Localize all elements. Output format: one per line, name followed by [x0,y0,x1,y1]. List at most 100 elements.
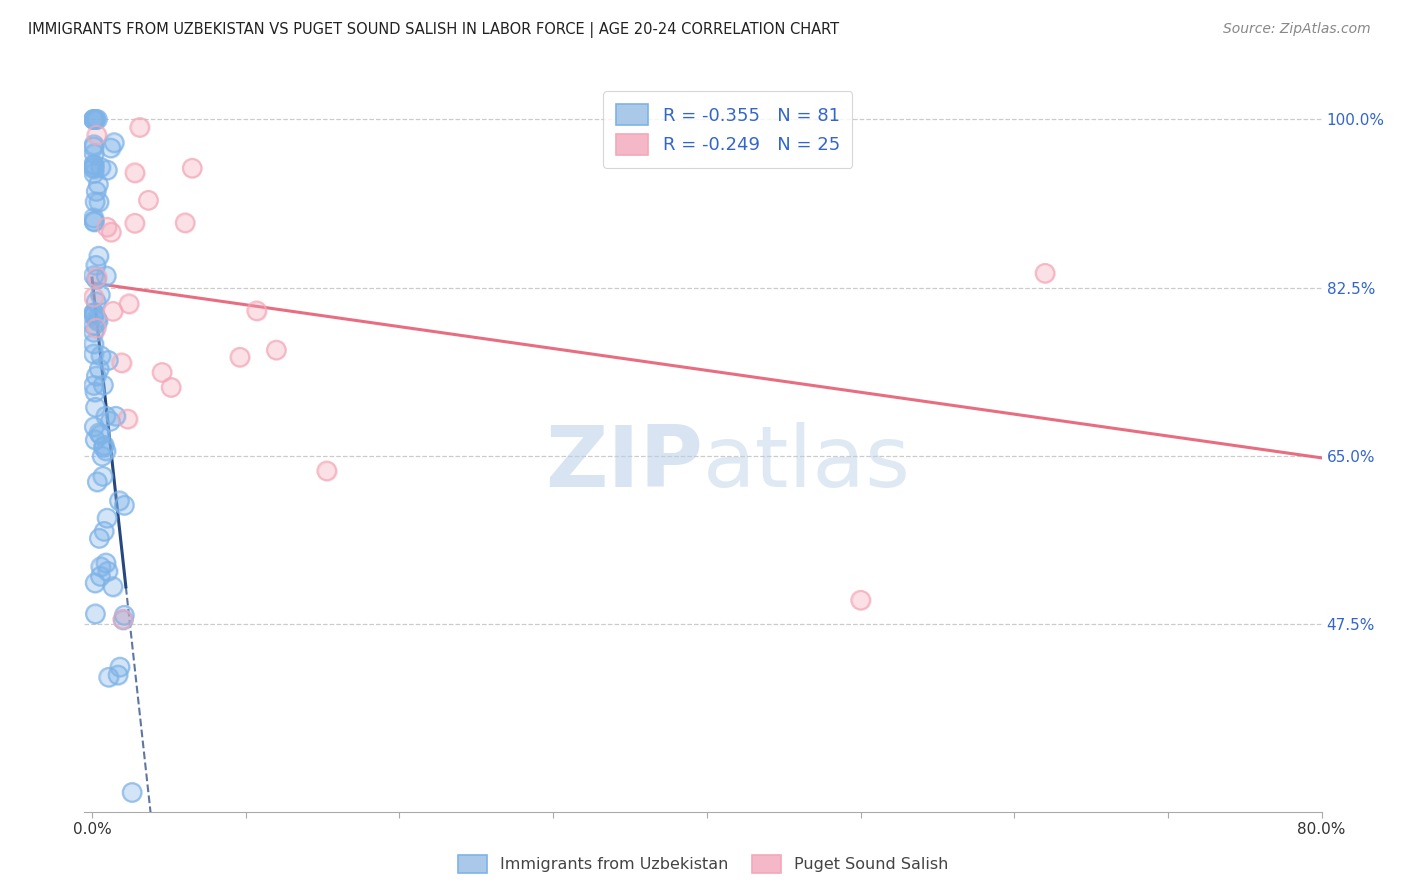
Point [83,336,105,351]
Point [174,216,197,230]
Point [84,321,107,335]
Point [86,272,108,286]
Point [96,220,118,235]
Point [107,668,129,682]
Point [107,668,129,682]
Text: IMMIGRANTS FROM UZBEKISTAN VS PUGET SOUND SALISH IN LABOR FORCE | AGE 20-24 CORR: IMMIGRANTS FROM UZBEKISTAN VS PUGET SOUN… [28,22,839,38]
Point [83,306,105,320]
Point [86,128,108,143]
Point [83,146,105,161]
Point [83,112,105,127]
Point [96,511,118,525]
Point [96,220,118,235]
Point [89,161,111,175]
Point [84,194,107,209]
Point [128,120,150,135]
Point [86,270,108,285]
Point [83,112,105,127]
Point [83,336,105,351]
Point [86,475,108,489]
Point [118,296,141,310]
Point [86,314,108,328]
Point [112,613,135,627]
Point [83,140,105,154]
Point [84,258,107,272]
Point [86,112,108,127]
Point [83,214,105,228]
Point [96,163,118,178]
Point [121,785,143,799]
Point [112,613,135,627]
Point [83,306,105,320]
Point [91,469,114,483]
Point [97,565,120,579]
Point [84,294,107,309]
Point [138,194,160,208]
Point [83,347,105,361]
Point [83,137,105,152]
Point [83,290,105,304]
Point [100,225,122,239]
Point [90,349,112,363]
Point [124,216,146,230]
Point [111,612,134,626]
Point [87,425,110,440]
Point [83,419,105,434]
Text: ZIP: ZIP [546,422,703,505]
Point [83,158,105,172]
Point [94,443,117,458]
Point [174,216,197,230]
Point [84,185,107,199]
Point [83,325,105,339]
Point [83,161,105,176]
Point [91,449,114,463]
Point [93,440,115,454]
Point [84,369,107,384]
Point [89,361,111,376]
Point [94,556,117,570]
Point [97,565,120,579]
Point [108,660,131,674]
Point [97,353,120,368]
Point [89,532,111,546]
Point [160,380,183,394]
Point [87,195,110,210]
Point [86,272,108,286]
Point [101,580,124,594]
Point [84,258,107,272]
Point [89,569,111,583]
Point [84,575,107,590]
Point [94,556,117,570]
Point [101,580,124,594]
Point [94,443,117,458]
Point [83,318,105,333]
Point [87,178,110,192]
Point [90,559,112,574]
Point [103,136,125,150]
Point [100,414,122,428]
Point [90,349,112,363]
Point [83,214,105,228]
Point [181,161,204,176]
Point [83,166,105,180]
Point [83,112,105,127]
Point [84,401,107,415]
Point [160,380,183,394]
Point [83,161,105,175]
Point [83,290,105,304]
Point [91,449,114,463]
Point [86,311,108,326]
Point [84,433,107,447]
Point [112,499,135,513]
Point [84,401,107,415]
Point [89,532,111,546]
Point [83,112,105,127]
Point [94,409,117,424]
Point [86,311,108,326]
Point [84,112,107,127]
Point [86,128,108,143]
Point [96,163,118,178]
Point [89,361,111,376]
Point [84,112,107,127]
Point [89,427,111,442]
